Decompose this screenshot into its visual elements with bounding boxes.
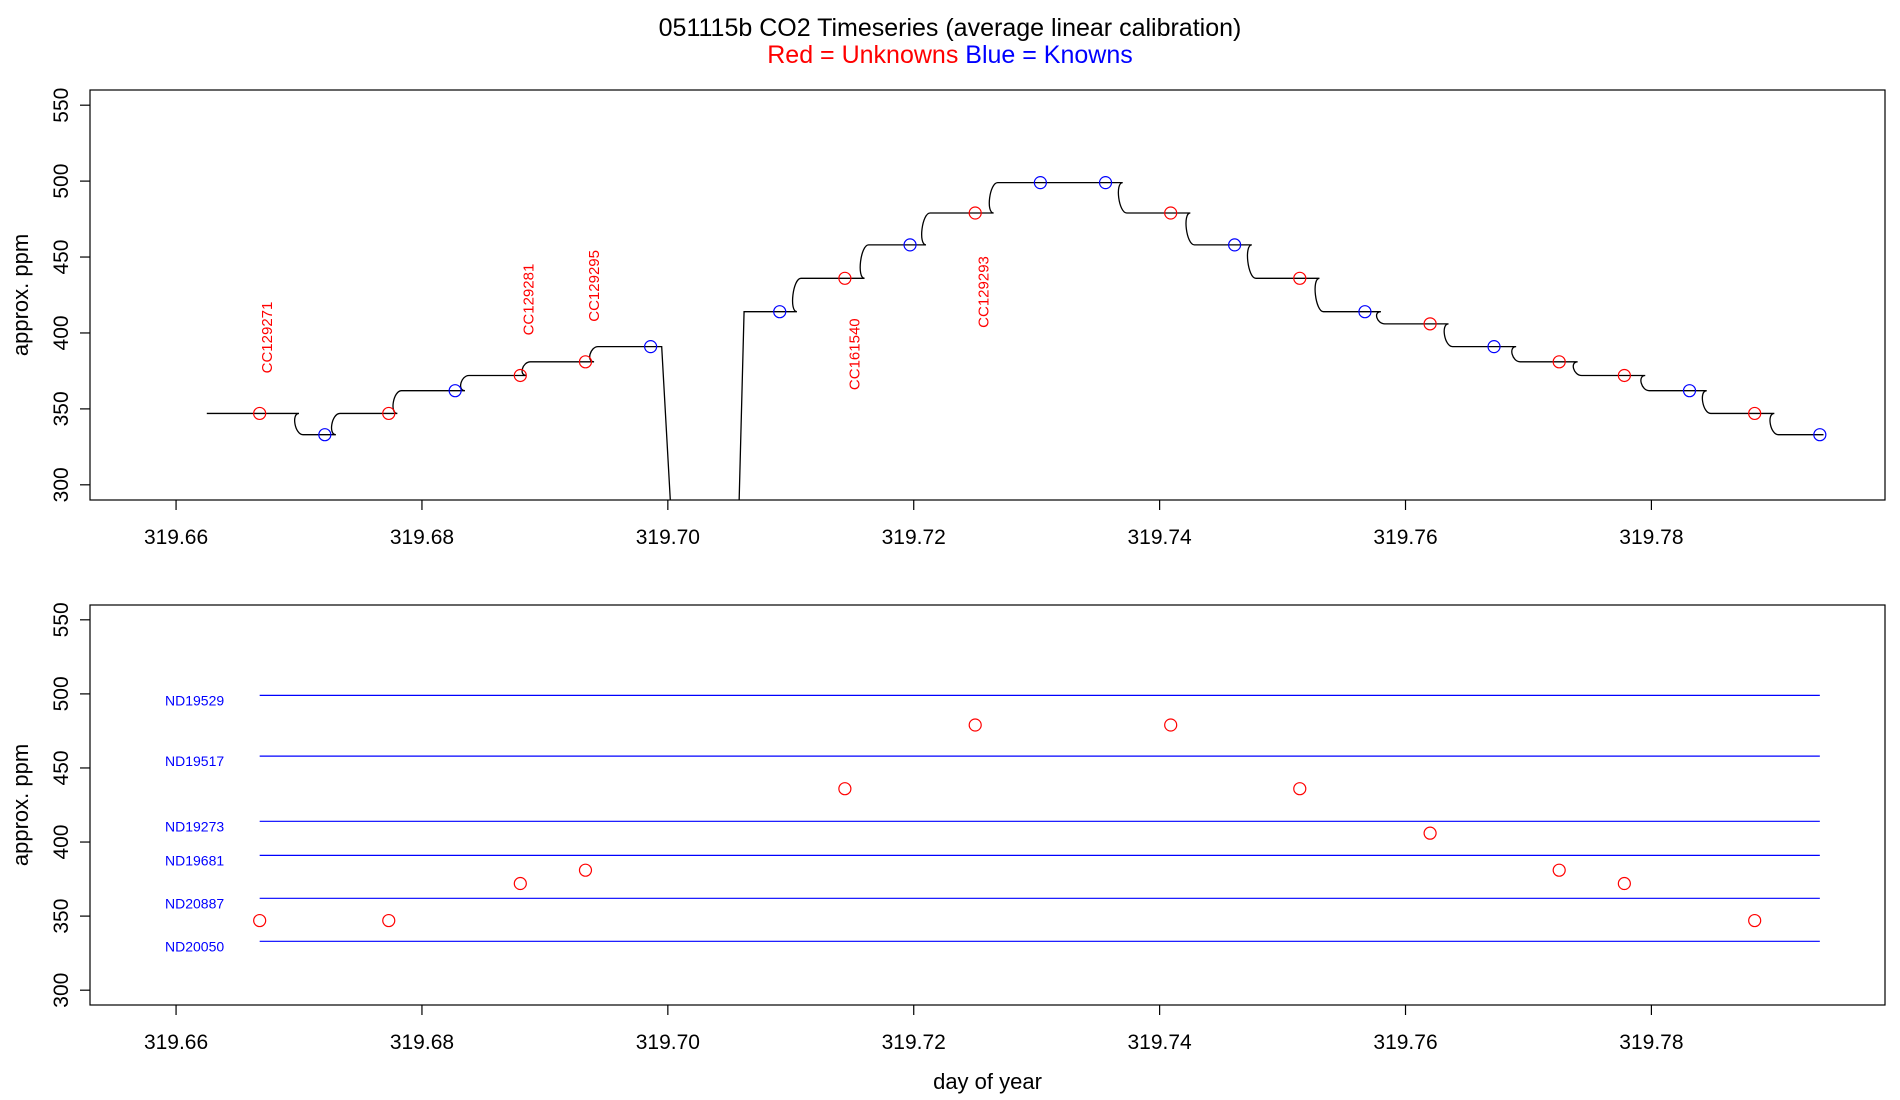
unknown-point bbox=[1552, 355, 1566, 369]
plot-frame bbox=[89, 604, 1886, 1006]
unknown-point bbox=[1552, 863, 1566, 877]
y-tick-label: 450 bbox=[50, 750, 73, 785]
x-tick-label: 319.70 bbox=[636, 1031, 700, 1054]
unknown-point bbox=[838, 782, 852, 796]
known-point bbox=[1228, 238, 1242, 252]
chart-subtitle: Red = Unknowns Blue = Knowns bbox=[0, 41, 1900, 70]
x-tick-label: 319.74 bbox=[1128, 526, 1193, 549]
standard-label: ND19273 bbox=[165, 818, 224, 834]
x-tick-label: 319.66 bbox=[144, 526, 208, 549]
known-point bbox=[1033, 176, 1047, 190]
x-tick-label: 319.68 bbox=[390, 526, 454, 549]
x-tick-label: 319.74 bbox=[1128, 1031, 1193, 1054]
known-point bbox=[773, 305, 787, 319]
sample-annotation: CC161540 bbox=[846, 318, 863, 390]
legend-unknowns: Red = Unknowns bbox=[767, 41, 959, 69]
x-tick-label: 319.68 bbox=[390, 1031, 454, 1054]
x-tick-label: 319.78 bbox=[1619, 1031, 1683, 1054]
co2-trace-segment bbox=[206, 345, 671, 500]
x-tick-label: 319.72 bbox=[882, 1031, 946, 1054]
standard-label: ND19517 bbox=[165, 753, 224, 769]
unknown-point bbox=[1164, 718, 1178, 732]
y-tick-label: 500 bbox=[50, 164, 73, 199]
unknown-point bbox=[382, 913, 396, 928]
timeseries-plot: 300 350 400 450 500 550 approx. ppm 319.66 319.6… bbox=[8, 88, 1886, 549]
unknown-point bbox=[578, 863, 593, 877]
known-point bbox=[903, 238, 917, 252]
y-tick-label: 550 bbox=[50, 602, 73, 637]
y-tick-label: 300 bbox=[50, 973, 73, 1008]
known-point bbox=[1358, 305, 1372, 319]
y-axis-label: approx. ppm bbox=[8, 744, 33, 866]
y-tick-label: 550 bbox=[50, 88, 73, 123]
unknown-point bbox=[578, 355, 593, 369]
unknown-point bbox=[253, 913, 267, 928]
known-point bbox=[1682, 384, 1697, 398]
chart-title: 051115b CO2 Timeseries (average linear c… bbox=[658, 14, 1242, 42]
known-point bbox=[644, 340, 658, 354]
sample-annotation: CC129271 bbox=[259, 302, 276, 374]
unknown-point bbox=[513, 368, 527, 383]
unknown-point bbox=[1748, 913, 1762, 928]
standard-label: ND20887 bbox=[165, 895, 224, 911]
plot-area bbox=[253, 694, 1820, 942]
unknown-point bbox=[1748, 406, 1762, 421]
legend-knowns: Blue = Knowns bbox=[965, 41, 1133, 69]
known-point bbox=[1487, 340, 1501, 354]
x-tick-label: 319.66 bbox=[144, 1031, 208, 1054]
x-axis-label: day of year bbox=[933, 1069, 1042, 1094]
y-tick-label: 400 bbox=[50, 315, 73, 350]
plot-area bbox=[206, 176, 1827, 500]
unknown-point bbox=[382, 406, 396, 421]
unknown-point bbox=[1423, 826, 1437, 840]
co2-trace-segment bbox=[738, 181, 1824, 500]
y-tick-label: 400 bbox=[50, 825, 73, 860]
unknown-point bbox=[253, 406, 267, 421]
unknown-point bbox=[513, 876, 527, 891]
unknown-point bbox=[1164, 206, 1178, 220]
unknown-point bbox=[968, 206, 982, 220]
sample-annotation: CC129295 bbox=[586, 250, 603, 322]
x-tick-label: 319.76 bbox=[1373, 526, 1437, 549]
x-tick-label: 319.76 bbox=[1373, 1031, 1437, 1054]
x-tick-label: 319.78 bbox=[1619, 526, 1683, 549]
known-point bbox=[1813, 428, 1827, 442]
plot-frame bbox=[89, 89, 1886, 501]
unknown-point bbox=[1617, 368, 1631, 383]
known-point bbox=[318, 428, 332, 442]
y-tick-label: 350 bbox=[50, 899, 73, 934]
unknown-point bbox=[1617, 876, 1631, 891]
y-axis-label: approx. ppm bbox=[8, 234, 33, 356]
y-tick-label: 450 bbox=[50, 240, 73, 275]
y-tick-label: 500 bbox=[50, 676, 73, 711]
unknown-point bbox=[1293, 271, 1307, 285]
standard-label: ND19529 bbox=[165, 692, 224, 708]
unknown-point bbox=[1423, 317, 1437, 331]
known-point bbox=[448, 384, 462, 398]
sample-annotation: CC129281 bbox=[521, 264, 538, 336]
y-tick-label: 350 bbox=[50, 391, 73, 426]
unknown-point bbox=[838, 271, 852, 285]
x-tick-label: 319.70 bbox=[636, 526, 700, 549]
standard-label: ND19681 bbox=[165, 852, 224, 868]
standard-label: ND20050 bbox=[165, 938, 224, 954]
sample-annotation: CC129293 bbox=[976, 256, 993, 328]
calibration-plot: 300 350 400 450 500 550 approx. ppm 319.66 319.6… bbox=[8, 602, 1886, 1094]
unknown-point bbox=[968, 718, 982, 732]
x-tick-label: 319.72 bbox=[882, 526, 946, 549]
known-point bbox=[1098, 176, 1113, 190]
y-tick-label: 300 bbox=[50, 467, 73, 502]
unknown-point bbox=[1293, 782, 1307, 796]
